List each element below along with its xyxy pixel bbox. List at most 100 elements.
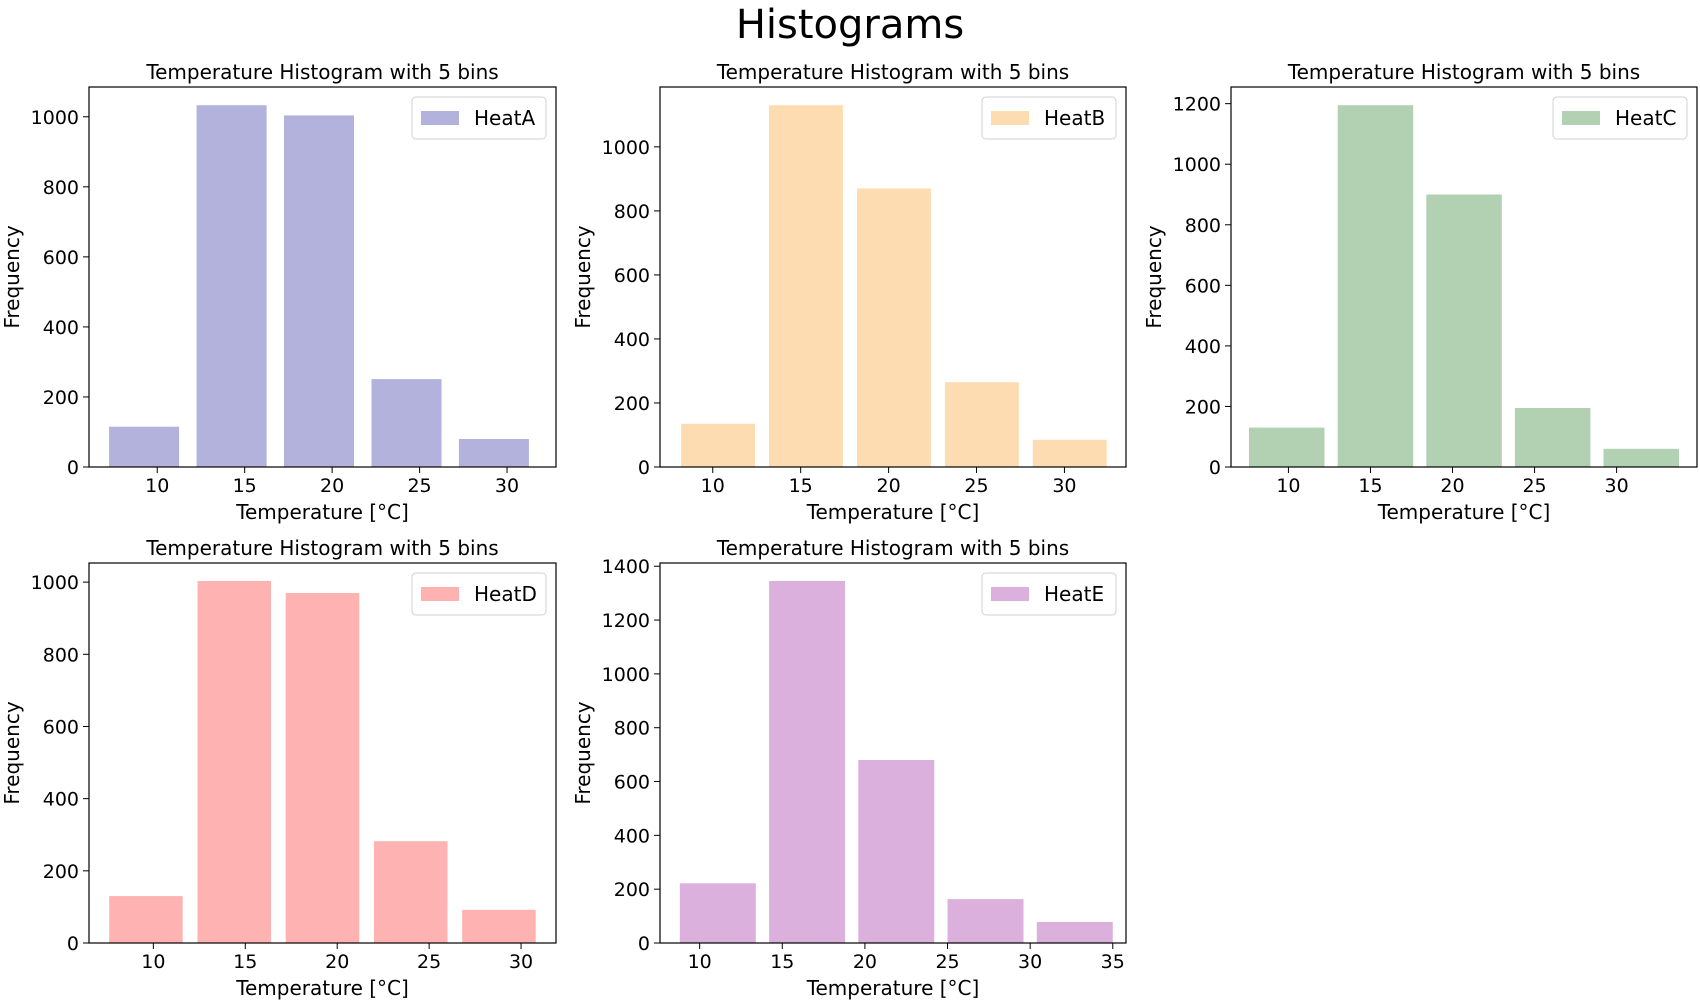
y-tick-label: 800 <box>43 644 79 666</box>
y-tick-label: 600 <box>43 247 79 269</box>
histogram-bar <box>681 423 755 467</box>
x-tick-label: 25 <box>417 951 441 973</box>
histogram-bar <box>196 105 267 467</box>
x-axis-label: Temperature [°C] <box>806 500 980 524</box>
panel-title: Temperature Histogram with 5 bins <box>145 60 498 84</box>
y-tick-label: 1400 <box>602 556 650 578</box>
y-tick-label: 200 <box>43 861 79 883</box>
histogram-bar <box>109 896 183 943</box>
axes-frame <box>659 562 1127 944</box>
y-tick-label: 600 <box>614 265 650 287</box>
y-axis-label: Frequency <box>1142 225 1166 328</box>
legend-label: HeatC <box>1615 106 1676 130</box>
panel-title: Temperature Histogram with 5 bins <box>1287 60 1640 84</box>
x-axis-label: Temperature [°C] <box>235 976 409 1000</box>
legend-box <box>981 572 1117 616</box>
x-axis-label: Temperature [°C] <box>235 500 409 524</box>
legend-swatch <box>421 111 459 125</box>
histogram-bar <box>1036 922 1113 943</box>
y-tick-label: 600 <box>1185 275 1221 297</box>
legend-box <box>411 572 547 616</box>
y-tick-label: 200 <box>614 879 650 901</box>
legend-box <box>981 96 1117 140</box>
y-tick-label: 200 <box>1185 396 1221 418</box>
legend-label: HeatA <box>474 106 535 130</box>
x-tick-label: 15 <box>770 951 794 973</box>
legend-swatch <box>1562 111 1600 125</box>
histogram-bar <box>371 379 442 467</box>
histogram-panel-3: 10 15 20 25 30 0 200 400 600 800 1000 1200 Temperatu… <box>1142 60 1698 524</box>
legend-box <box>411 96 547 140</box>
x-tick-label: 30 <box>509 951 533 973</box>
histogram-panel-1: 10 15 20 25 30 0 200 400 600 800 1000 Temperature H… <box>0 60 557 524</box>
histogram-bar <box>857 188 931 467</box>
y-tick-label: 600 <box>43 716 79 738</box>
y-tick-label: 200 <box>43 387 79 409</box>
y-tick-label: 1000 <box>602 137 650 159</box>
x-tick-label: 10 <box>145 475 169 497</box>
x-axis-label: Temperature [°C] <box>806 976 980 1000</box>
histogram-bar <box>858 760 935 943</box>
x-tick-label: 15 <box>1358 475 1382 497</box>
y-tick-label: 800 <box>1185 215 1221 237</box>
y-tick-label: 1200 <box>602 610 650 632</box>
histogram-bar <box>947 899 1024 943</box>
y-tick-label: 600 <box>614 772 650 794</box>
y-axis-label: Frequency <box>571 701 595 804</box>
histogram-bar <box>284 115 354 468</box>
histogram-bar <box>1426 194 1502 467</box>
x-tick-label: 10 <box>688 951 712 973</box>
y-tick-label: 400 <box>614 825 650 847</box>
x-tick-label: 15 <box>789 475 813 497</box>
histogram-panel-2: 10 15 20 25 30 0 200 400 600 800 1000 Temperature H… <box>571 60 1127 524</box>
histogram-bar <box>109 426 180 467</box>
y-tick-label: 0 <box>638 457 650 479</box>
axes-frame <box>88 86 557 468</box>
histogram-bar <box>679 883 756 943</box>
x-tick-label: 20 <box>320 475 344 497</box>
histogram-bar <box>1032 439 1107 467</box>
x-tick-label: 15 <box>233 951 257 973</box>
axes-frame <box>659 86 1127 468</box>
legend-box <box>1552 96 1688 140</box>
y-tick-label: 200 <box>614 393 650 415</box>
histogram-bar <box>374 841 448 943</box>
x-axis-label: Temperature [°C] <box>1377 500 1551 524</box>
x-tick-label: 30 <box>1052 475 1076 497</box>
histogram-bar <box>462 909 536 943</box>
y-axis-label: Frequency <box>571 225 595 328</box>
histogram-bar <box>285 593 360 943</box>
panel-title: Temperature Histogram with 5 bins <box>716 536 1069 560</box>
histogram-bar <box>1337 105 1414 467</box>
x-tick-label: 25 <box>964 475 988 497</box>
histogram-bar <box>1603 448 1679 467</box>
histogram-bar <box>458 439 529 467</box>
y-axis-label: Frequency <box>0 225 24 328</box>
y-tick-label: 1000 <box>31 572 79 594</box>
y-tick-label: 1000 <box>602 664 650 686</box>
x-tick-label: 20 <box>1440 475 1464 497</box>
y-tick-label: 1000 <box>31 107 79 129</box>
legend-label: HeatD <box>474 582 537 606</box>
x-tick-label: 10 <box>701 475 725 497</box>
legend-label: HeatE <box>1044 582 1104 606</box>
x-tick-label: 20 <box>325 951 349 973</box>
histogram-bar <box>1514 408 1591 467</box>
x-tick-label: 30 <box>1018 951 1042 973</box>
legend-swatch <box>421 587 459 601</box>
histogram-bar <box>769 581 846 943</box>
panel-title: Temperature Histogram with 5 bins <box>145 536 498 560</box>
x-tick-label: 20 <box>877 475 901 497</box>
y-tick-label: 400 <box>614 329 650 351</box>
legend-label: HeatB <box>1044 106 1105 130</box>
x-tick-label: 15 <box>233 475 257 497</box>
y-tick-label: 400 <box>43 317 79 339</box>
axes-frame <box>1230 86 1698 468</box>
x-tick-label: 20 <box>853 951 877 973</box>
y-tick-label: 0 <box>67 457 79 479</box>
histogram-bar <box>1249 427 1325 467</box>
y-tick-label: 0 <box>638 933 650 955</box>
x-tick-label: 25 <box>407 475 431 497</box>
